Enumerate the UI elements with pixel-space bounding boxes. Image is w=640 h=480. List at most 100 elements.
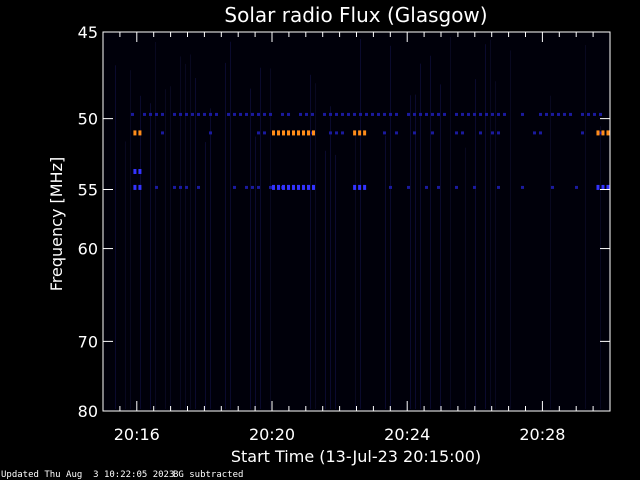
band-segment [551, 185, 554, 189]
band-segment [131, 112, 134, 116]
band-segment [455, 185, 458, 189]
emission-burst [297, 184, 300, 190]
band-segment [539, 131, 542, 135]
band-segment [425, 112, 428, 116]
band-segment [557, 112, 560, 116]
band-segment [323, 112, 326, 116]
noise-streak [325, 150, 326, 409]
band-segment [215, 112, 218, 116]
noise-streak [415, 94, 416, 409]
band-segment [461, 112, 464, 116]
band-segment [383, 112, 386, 116]
band-segment [233, 112, 236, 116]
band-segment [209, 131, 212, 135]
band-segment [473, 185, 476, 189]
band-segment [185, 185, 188, 189]
band-segment [251, 185, 254, 189]
noise-streak [155, 42, 156, 410]
band-segment [179, 112, 182, 116]
noise-streak [385, 135, 386, 410]
noise-streak [335, 154, 336, 409]
emission-burst [601, 130, 605, 136]
emission-burst [302, 130, 305, 136]
plot-area [103, 32, 610, 411]
band-segment [425, 185, 428, 189]
emission-burst [596, 130, 600, 136]
emission-burst [353, 184, 357, 190]
band-segment [179, 185, 182, 189]
band-segment [329, 112, 332, 116]
emission-burst [287, 184, 290, 190]
emission-burst [138, 184, 142, 190]
band-segment [437, 112, 440, 116]
y-axis-label-text: Frequency [47, 203, 66, 291]
noise-streak [315, 83, 316, 409]
noise-streak [125, 141, 126, 409]
x-tick-label: 20:20 [249, 425, 295, 444]
band-segment [263, 131, 266, 135]
band-segment [395, 112, 398, 116]
band-segment [287, 112, 290, 116]
noise-streak [410, 95, 411, 409]
emission-burst [606, 130, 610, 136]
band-segment [479, 112, 482, 116]
band-segment [203, 112, 206, 116]
y-tick-label: 50 [78, 110, 98, 129]
band-segment [431, 131, 434, 135]
background-noise [115, 37, 601, 410]
band-segment [389, 112, 392, 116]
emission-burst [292, 130, 295, 136]
noise-streak [510, 50, 511, 409]
noise-streak [355, 131, 356, 409]
band-segment [581, 112, 584, 116]
band-segment [161, 112, 164, 116]
noise-streak [495, 81, 496, 409]
band-segment [575, 185, 578, 189]
band-segment [377, 112, 380, 116]
emission-burst [282, 130, 285, 136]
band-segment [395, 131, 398, 135]
band-segment [485, 112, 488, 116]
band-segment [587, 112, 590, 116]
emission-burst [312, 130, 315, 136]
emission-burst [297, 130, 300, 136]
band-segment [335, 131, 338, 135]
noise-streak [430, 55, 431, 409]
noise-streak [230, 41, 231, 409]
band-segment [533, 131, 536, 135]
band-segment [161, 131, 164, 135]
band-segment [329, 131, 332, 135]
band-segment [335, 112, 338, 116]
band-segment [257, 131, 260, 135]
band-segment [503, 112, 506, 116]
noise-streak [140, 95, 141, 409]
x-tick-label: 20:28 [519, 425, 565, 444]
band-segment [149, 112, 152, 116]
background-subtracted-note: BG subtracted [173, 470, 244, 480]
band-segment [455, 112, 458, 116]
noise-streak [310, 74, 311, 409]
emission-burst [363, 130, 367, 136]
band-segment [353, 112, 356, 116]
band-segment [155, 185, 158, 189]
band-segment [521, 112, 524, 116]
band-segment [371, 112, 374, 116]
band-segment [497, 185, 500, 189]
band-segment [233, 185, 236, 189]
emission-burst [133, 184, 137, 190]
band-segment [599, 131, 602, 135]
emission-burst [363, 184, 367, 190]
emission-burst [358, 130, 362, 136]
band-segment [305, 112, 308, 116]
band-segment [455, 131, 458, 135]
band-segment [545, 112, 548, 116]
noise-streak [225, 62, 226, 409]
emission-burst [133, 168, 137, 174]
noise-streak [390, 45, 391, 409]
emission-burst [138, 130, 142, 136]
noise-streak [130, 70, 131, 409]
noise-streak [185, 63, 186, 409]
noise-streak [465, 147, 466, 409]
band-segment [257, 185, 260, 189]
